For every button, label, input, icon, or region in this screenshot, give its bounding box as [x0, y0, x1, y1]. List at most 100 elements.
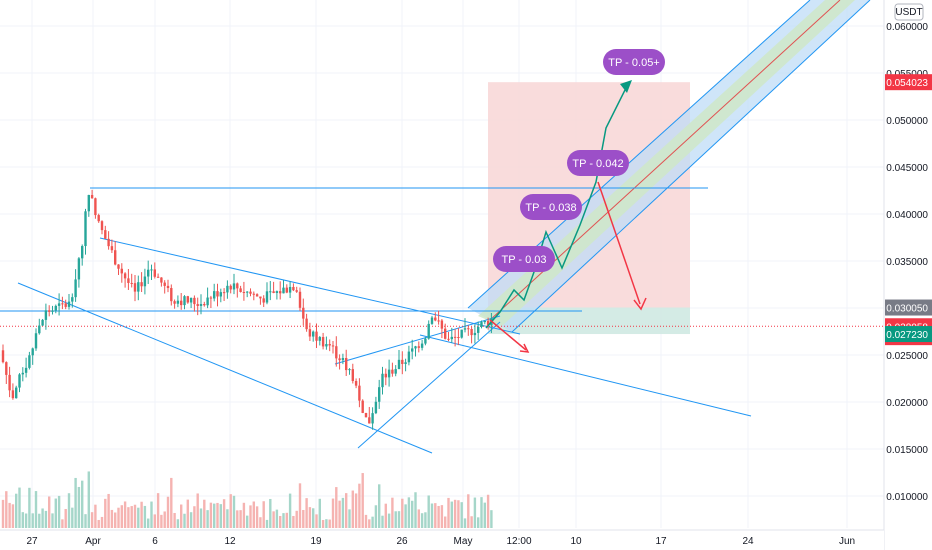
candle-body	[206, 297, 209, 306]
volume-bar	[364, 514, 368, 528]
volume-bar	[117, 507, 120, 528]
volume-bar	[51, 513, 54, 528]
candle-body	[407, 351, 411, 363]
projection-down-path[interactable]	[597, 181, 641, 305]
volume-bar	[183, 513, 186, 528]
volume-bar	[38, 513, 41, 528]
price-axis[interactable]: USDT0.0600000.0550000.0500000.0450000.04…	[883, 0, 932, 550]
tp-label-003-bubble[interactable]	[493, 246, 555, 272]
candle-body	[387, 369, 391, 378]
take-profit-labels[interactable]: TP - 0.03 TP - 0.038 TP - 0.042 TP - 0.05+	[493, 49, 665, 272]
candle-body	[67, 301, 71, 307]
candle-body	[54, 305, 57, 311]
candle-body	[427, 323, 430, 339]
candle-body	[130, 282, 133, 284]
candle-body	[239, 288, 242, 293]
channel-lower-line[interactable]	[511, 0, 871, 333]
descending-support[interactable]	[17, 282, 433, 454]
candle-body	[160, 277, 163, 283]
volume-bar	[298, 483, 302, 528]
extended-trendline[interactable]	[419, 334, 752, 417]
currency-label: USDT	[895, 7, 922, 18]
volume-bar	[176, 519, 180, 528]
trend-lines[interactable]	[0, 187, 884, 454]
volume-bar	[302, 509, 305, 528]
volume-bar	[18, 487, 21, 528]
volume-bar	[236, 510, 239, 528]
volume-bar	[371, 516, 374, 528]
volume-bar	[341, 497, 345, 528]
volume-bar	[351, 490, 354, 528]
tp-label-0042[interactable]: TP - 0.042	[567, 150, 629, 176]
descending-resistance[interactable]	[99, 237, 521, 335]
candle-body	[391, 369, 394, 374]
tp-label-0038[interactable]: TP - 0.038	[520, 194, 582, 220]
candle-body	[51, 310, 54, 312]
time-axis-bg	[0, 530, 884, 550]
volume-bar	[24, 513, 28, 528]
candle-body	[123, 273, 127, 279]
volume-bar	[120, 505, 123, 528]
candle-body	[440, 320, 444, 329]
candle-body	[364, 412, 368, 418]
candle-body	[384, 373, 387, 378]
volume-bar	[473, 497, 477, 528]
candle-body	[203, 304, 206, 306]
currency-box[interactable]	[894, 3, 924, 21]
candle-body	[242, 292, 246, 294]
candle-body	[288, 286, 292, 293]
candle-body	[28, 355, 31, 368]
tp-label-005-bubble[interactable]	[603, 49, 665, 75]
projection-short-down[interactable]	[489, 319, 527, 351]
volume-bar	[490, 510, 493, 528]
candle-body	[378, 387, 381, 402]
candle-body	[153, 269, 156, 277]
volume-bar	[137, 507, 140, 528]
volume-bar	[483, 502, 486, 528]
volume-bar	[127, 507, 130, 528]
candle-body	[209, 297, 213, 299]
tp-label-0042-text: TP - 0.042	[572, 158, 623, 170]
volume-bar	[328, 519, 331, 528]
tp-label-0042-bubble[interactable]	[567, 150, 629, 176]
price-tag-label: 0.027230	[886, 330, 928, 341]
candle-body	[411, 348, 414, 352]
candle-body	[183, 296, 186, 306]
tp-label-003[interactable]: TP - 0.03	[493, 246, 555, 272]
candle-body	[104, 230, 107, 239]
candle-body	[483, 320, 486, 323]
volume-bar	[41, 508, 44, 528]
volume-bar	[34, 491, 38, 528]
volume-bar	[318, 498, 321, 528]
candle-body	[397, 359, 401, 370]
candle-body	[44, 310, 48, 320]
currency-button[interactable]: USDT	[894, 3, 924, 21]
candle-body	[279, 291, 282, 294]
volume-bar	[288, 493, 292, 528]
ascending-support[interactable]	[357, 321, 501, 449]
candle-body	[444, 328, 447, 339]
candle-body	[21, 372, 24, 375]
candle-body	[38, 325, 41, 334]
time-tick-label: Jun	[839, 536, 855, 547]
volume-bar	[279, 515, 282, 528]
time-axis[interactable]: 27 Apr 6 12 19 26 May 12:00 10 17 24 Jun	[0, 529, 884, 550]
volume-bar	[295, 510, 298, 528]
volume-bar	[173, 512, 176, 528]
volume-bar	[424, 512, 427, 528]
candle-body	[173, 301, 176, 304]
volume-bar	[420, 513, 424, 528]
volume-bar	[5, 491, 8, 528]
candle-body	[84, 211, 87, 247]
wedge-upper[interactable]	[334, 315, 501, 365]
candle-body	[321, 337, 325, 347]
tp-label-0038-bubble[interactable]	[520, 194, 582, 220]
volume-bar	[67, 493, 71, 528]
tp-label-005[interactable]: TP - 0.05+	[603, 49, 665, 75]
volume-bar	[325, 519, 328, 528]
volume-bar	[28, 487, 31, 528]
volume-bar	[153, 514, 156, 528]
candle-body	[275, 291, 279, 293]
candle-body	[420, 343, 424, 348]
